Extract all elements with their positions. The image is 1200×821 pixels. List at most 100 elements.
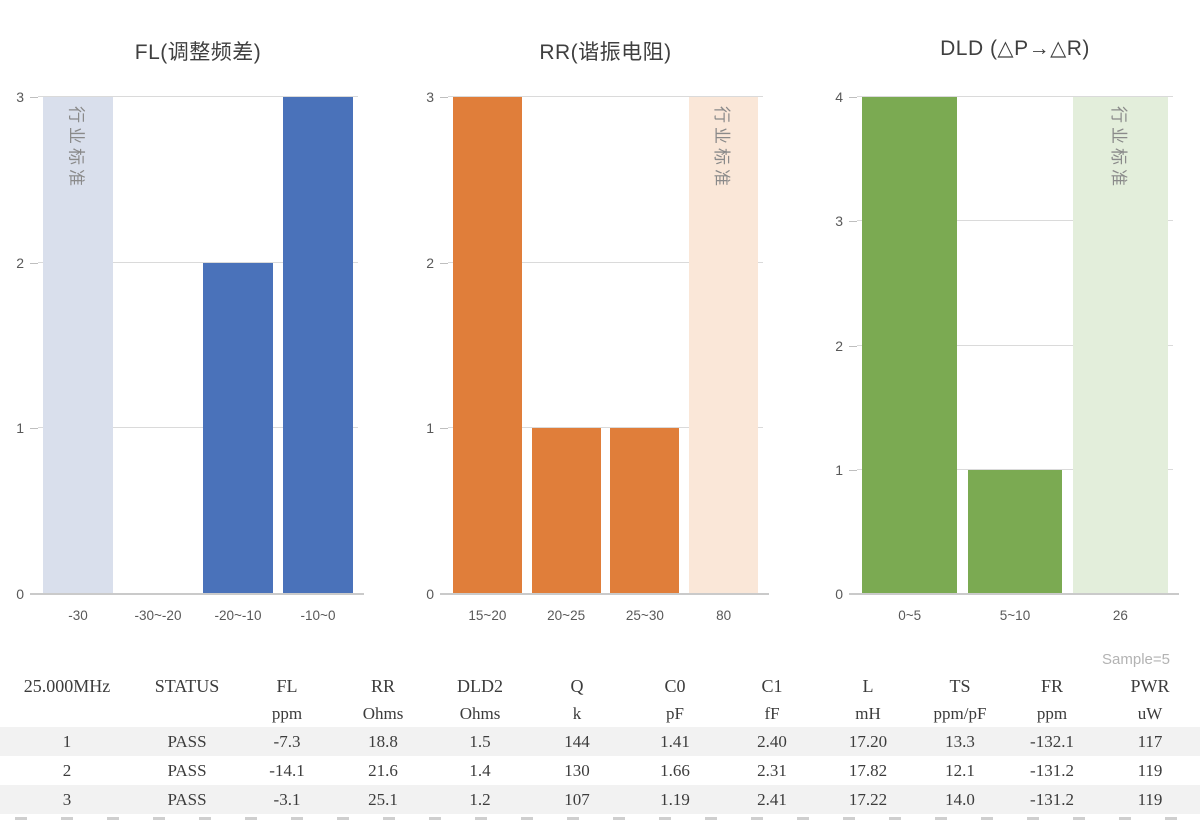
- table-cell: -7.3: [273, 731, 301, 751]
- column-header: STATUS: [154, 675, 220, 696]
- data-bar: [531, 428, 601, 594]
- x-axis-line: [849, 593, 1179, 595]
- table-cell: 13.3: [945, 731, 975, 751]
- column-header: PWR: [1130, 675, 1170, 696]
- y-axis: 0 1 2 3 4: [800, 89, 857, 602]
- y-tick-label: 2: [426, 254, 434, 271]
- x-tick-label: -10~0: [300, 608, 336, 623]
- column-header: 25.000MHz: [23, 675, 111, 696]
- y-tick-label: 2: [835, 337, 843, 354]
- column-unit: Ohms: [362, 704, 404, 723]
- y-tick-label: 0: [835, 586, 843, 602]
- table-cell: 25.1: [368, 789, 398, 809]
- table-row: 2 PASS -14.1 21.6 1.4 130 1.66 2.31 17.82 12.1 -13…: [0, 756, 1200, 785]
- sample-count-label: Sample=5: [1102, 651, 1170, 668]
- table-cell: 17.22: [848, 789, 888, 809]
- gridline: [38, 427, 358, 429]
- industry-standard-bar: 行业标准: [43, 97, 113, 594]
- table-cell: PASS: [167, 789, 207, 809]
- table-cell: 130: [564, 760, 590, 780]
- gridline: [38, 96, 358, 97]
- y-tick-label: 2: [16, 254, 24, 271]
- table-cell: 14.0: [945, 789, 975, 809]
- column-header: C1: [761, 675, 783, 696]
- y-tick-label: 0: [16, 586, 24, 602]
- x-tick-label: 0~5: [898, 608, 922, 623]
- column-header: Q: [570, 675, 584, 696]
- y-tick-mark: [30, 97, 38, 98]
- column-header: FL: [276, 675, 298, 696]
- table-cell: 107: [564, 789, 590, 809]
- y-tick-mark: [440, 97, 448, 98]
- clipped-next-row: [15, 817, 1185, 820]
- x-tick-label: 80: [716, 608, 732, 623]
- y-tick-mark: [849, 345, 857, 347]
- table-units-row: ppm Ohms Ohms k pF fF mH ppm/pF ppm uW: [0, 701, 1200, 727]
- table-cell: 1.19: [660, 789, 690, 809]
- data-bar: [967, 469, 1063, 594]
- x-tick-label: 20~25: [547, 608, 586, 623]
- plot-area: 行业标准: [30, 96, 364, 595]
- data-bar: [283, 97, 353, 594]
- table-cell: 1.2: [469, 789, 491, 809]
- table-cell: 1: [62, 731, 72, 751]
- table-cell: -14.1: [269, 760, 305, 780]
- table-cell: 119: [1137, 760, 1163, 780]
- table-header-row: 25.000MHz STATUS FL RR DLD2 Q C0 C1 L TS FR PWR: [0, 671, 1200, 701]
- table-cell: 3: [62, 789, 72, 809]
- plot-area: 行业标准: [849, 96, 1179, 595]
- table-cell: -132.1: [1030, 731, 1074, 751]
- x-tick-label: 15~20: [468, 608, 507, 623]
- table-cell: 144: [564, 731, 590, 751]
- table-cell: PASS: [167, 760, 207, 780]
- y-tick-label: 4: [835, 89, 843, 105]
- y-axis: 0 1 2 3: [0, 89, 38, 602]
- y-tick-mark: [849, 97, 857, 98]
- table-cell: -131.2: [1030, 789, 1074, 809]
- data-bar: [862, 97, 958, 594]
- industry-standard-label: 行业标准: [1108, 106, 1128, 190]
- x-axis-line: [440, 593, 769, 595]
- x-tick-label: -20~-10: [214, 608, 262, 623]
- gridline: [857, 220, 1173, 222]
- table-cell: 2: [62, 760, 72, 780]
- plot-area: 行业标准: [440, 96, 769, 595]
- x-tick-label: -30~-20: [134, 608, 182, 623]
- table-cell: 1.41: [660, 731, 690, 751]
- y-tick-mark: [849, 221, 857, 223]
- column-unit: ppm: [271, 704, 303, 723]
- table-cell: 1.4: [469, 760, 491, 780]
- chart-rr: RR(谐振电阻) 0 1 2 3 行业标准 15~20 20~25 25~30 80: [400, 0, 800, 645]
- charts-row: FL(调整频差) 0 1 2 3 行业标准 -30 -30~-20 -20~-10 -10~…: [0, 0, 1179, 645]
- column-unit: k: [572, 704, 582, 723]
- table-cell: 2.31: [757, 760, 787, 780]
- column-unit: Ohms: [459, 704, 501, 723]
- x-tick-label: 5~10: [999, 608, 1031, 623]
- data-bar: [203, 262, 273, 594]
- table-cell: 119: [1137, 789, 1163, 809]
- industry-standard-label: 行业标准: [66, 106, 86, 190]
- gridline: [448, 261, 763, 263]
- table-cell: 1.66: [660, 760, 690, 780]
- chart-fl: FL(调整频差) 0 1 2 3 行业标准 -30 -30~-20 -20~-10 -10~…: [0, 0, 400, 645]
- column-header: C0: [664, 675, 686, 696]
- x-axis: 0~5 5~10 26: [857, 600, 1173, 630]
- industry-standard-bar: 行业标准: [1072, 97, 1168, 594]
- y-tick-mark: [440, 428, 448, 430]
- y-tick-mark: [30, 262, 38, 264]
- column-unit: ppm/pF: [933, 704, 987, 723]
- data-bar: [610, 428, 680, 594]
- gridline: [448, 96, 763, 97]
- column-header: DLD2: [457, 675, 503, 696]
- column-unit: pF: [666, 704, 684, 723]
- y-tick-mark: [440, 262, 448, 264]
- table-cell: 17.20: [848, 731, 888, 751]
- chart-title-fl: FL(调整频差): [134, 41, 262, 64]
- column-header: FR: [1040, 675, 1064, 696]
- table-cell: 12.1: [945, 760, 975, 780]
- y-tick-label: 3: [426, 89, 434, 105]
- table-row: 3 PASS -3.1 25.1 1.2 107 1.19 2.41 17.22 14.0 -131…: [0, 785, 1200, 814]
- gridline: [857, 344, 1173, 346]
- y-tick-label: 3: [835, 213, 843, 230]
- y-tick-mark: [30, 428, 38, 430]
